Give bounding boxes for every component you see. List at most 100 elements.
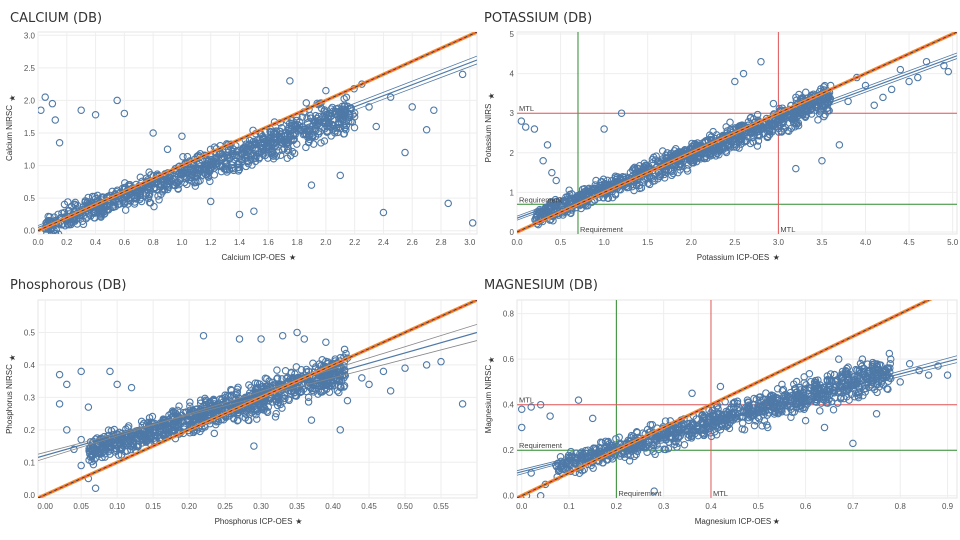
scatter-point	[539, 156, 547, 165]
scatter-point	[255, 401, 264, 410]
scatter-point	[688, 389, 696, 398]
scatter-point	[650, 438, 658, 446]
trend-line	[517, 55, 957, 219]
scatter-point	[336, 171, 345, 180]
scatter-point	[444, 199, 452, 208]
scatter-point	[759, 396, 768, 404]
reference-label-x: MTL	[713, 489, 728, 498]
scatter-point	[235, 335, 244, 343]
scatter-point	[820, 423, 829, 432]
scatter-point	[799, 388, 808, 397]
scatter-point	[55, 139, 64, 147]
scatter-point	[290, 135, 298, 144]
scatter-point	[372, 122, 380, 131]
scatter-point	[712, 131, 721, 139]
scatter-point	[322, 338, 330, 346]
scatter-point	[179, 153, 187, 161]
scatter-point	[105, 444, 113, 452]
scatter-point	[284, 138, 293, 147]
scatter-point	[281, 367, 290, 375]
scatter-point	[55, 400, 64, 408]
scatter-point	[272, 127, 280, 135]
scatter-point	[738, 425, 746, 433]
x-tick-label: 1.4	[234, 238, 246, 247]
chart-phosphorous[interactable]: 0.00 0.05 0.10 0.15 0.20 0.25 0.30 0.35 0.40 0.45…	[0, 270, 480, 540]
scatter-point	[77, 461, 85, 470]
scatter-point	[83, 213, 91, 221]
scatter-point	[250, 442, 258, 450]
scatter-point	[340, 362, 348, 370]
scatter-point	[90, 214, 98, 222]
scatter-point	[680, 440, 689, 449]
x-tick-label: 1.0	[176, 238, 188, 247]
scatter-point	[401, 364, 409, 372]
scatter-point	[756, 396, 764, 404]
scatter-point	[104, 443, 113, 452]
scatter-point	[646, 420, 655, 429]
scatter-point	[559, 199, 567, 208]
chart-title: MAGNESIUM (DB)	[484, 278, 598, 293]
scatter-point	[51, 116, 60, 124]
plot-area	[38, 300, 477, 498]
scatter-point	[302, 99, 311, 107]
x-tick-label: 0.40	[325, 502, 341, 511]
scatter-point	[637, 442, 645, 450]
scatter-point	[790, 380, 798, 388]
scatter-point	[649, 153, 658, 162]
chart-calcium[interactable]: 0.0 0.2 0.4 0.6 0.8 1.0 1.2 1.4 1.6 1.8 2.0 2.2 2.4 2…	[0, 0, 480, 270]
scatter-point	[104, 426, 113, 434]
scatter-point	[827, 376, 836, 385]
y-tick-label: 0.5	[24, 194, 36, 203]
scatter-point	[144, 194, 153, 203]
plot-frame	[516, 299, 958, 499]
scatter-point	[707, 432, 716, 441]
scatter-point	[129, 443, 138, 451]
scatter-point	[632, 450, 640, 459]
scatter-point	[739, 69, 748, 78]
x-tick-label: 2.0	[686, 238, 698, 247]
scatter-point	[559, 465, 567, 474]
scatter-point	[591, 181, 599, 189]
x-tick-label: 0.8	[895, 502, 907, 511]
pin-icon: ★	[8, 95, 17, 102]
scatter-point	[196, 399, 205, 407]
scatter-point	[823, 377, 832, 385]
scatter-point	[350, 112, 359, 121]
scatter-point	[291, 391, 300, 400]
scatter-point	[814, 98, 823, 107]
y-tick-label: 1	[510, 188, 515, 197]
scatter-point	[292, 363, 301, 371]
chart-magnesium[interactable]: 0.0 0.1 0.2 0.3 0.4 0.5 0.6 0.7 0.8 0.9 0.0 0.2 0.4 0…	[480, 270, 960, 540]
scatter-point	[245, 381, 253, 389]
scatter-point	[656, 170, 664, 179]
scatter-point	[638, 165, 647, 174]
chart-title: Phosphorous (DB)	[10, 278, 127, 293]
scatter-point	[111, 202, 120, 211]
scatter-point	[656, 172, 665, 181]
y-tick-label: 0.2	[503, 446, 515, 455]
identity-dash	[38, 32, 477, 232]
scatter-point	[825, 106, 833, 115]
scatter-point	[458, 400, 467, 408]
scatter-point	[787, 413, 795, 421]
chart-potassium[interactable]: 0.0 0.5 1.0 1.5 2.0 2.5 3.0 3.5 4.0 4.5 5.0 0 1 2 3 4 5 P…	[480, 0, 960, 270]
scatter-point	[38, 106, 45, 114]
scatter-point	[709, 420, 717, 428]
scatter-point	[543, 203, 552, 211]
y-tick-label: 0.4	[24, 361, 36, 370]
scatter-point	[616, 174, 625, 182]
scatter-point	[268, 398, 277, 406]
identity-dash	[38, 300, 477, 498]
y-tick-label: 0.3	[24, 393, 36, 402]
scatter-point	[905, 77, 913, 86]
x-tick-label: 0.1	[563, 502, 575, 511]
plot-area	[38, 32, 477, 234]
scatter-point	[244, 159, 253, 168]
x-tick-label: 0.00	[37, 502, 53, 511]
x-tick-label: 0.30	[253, 502, 269, 511]
scatter-point	[293, 328, 301, 337]
scatter-point	[317, 139, 325, 147]
x-tick-label: 0.45	[361, 502, 377, 511]
plot-area	[517, 32, 957, 234]
scatter-point	[527, 403, 535, 411]
